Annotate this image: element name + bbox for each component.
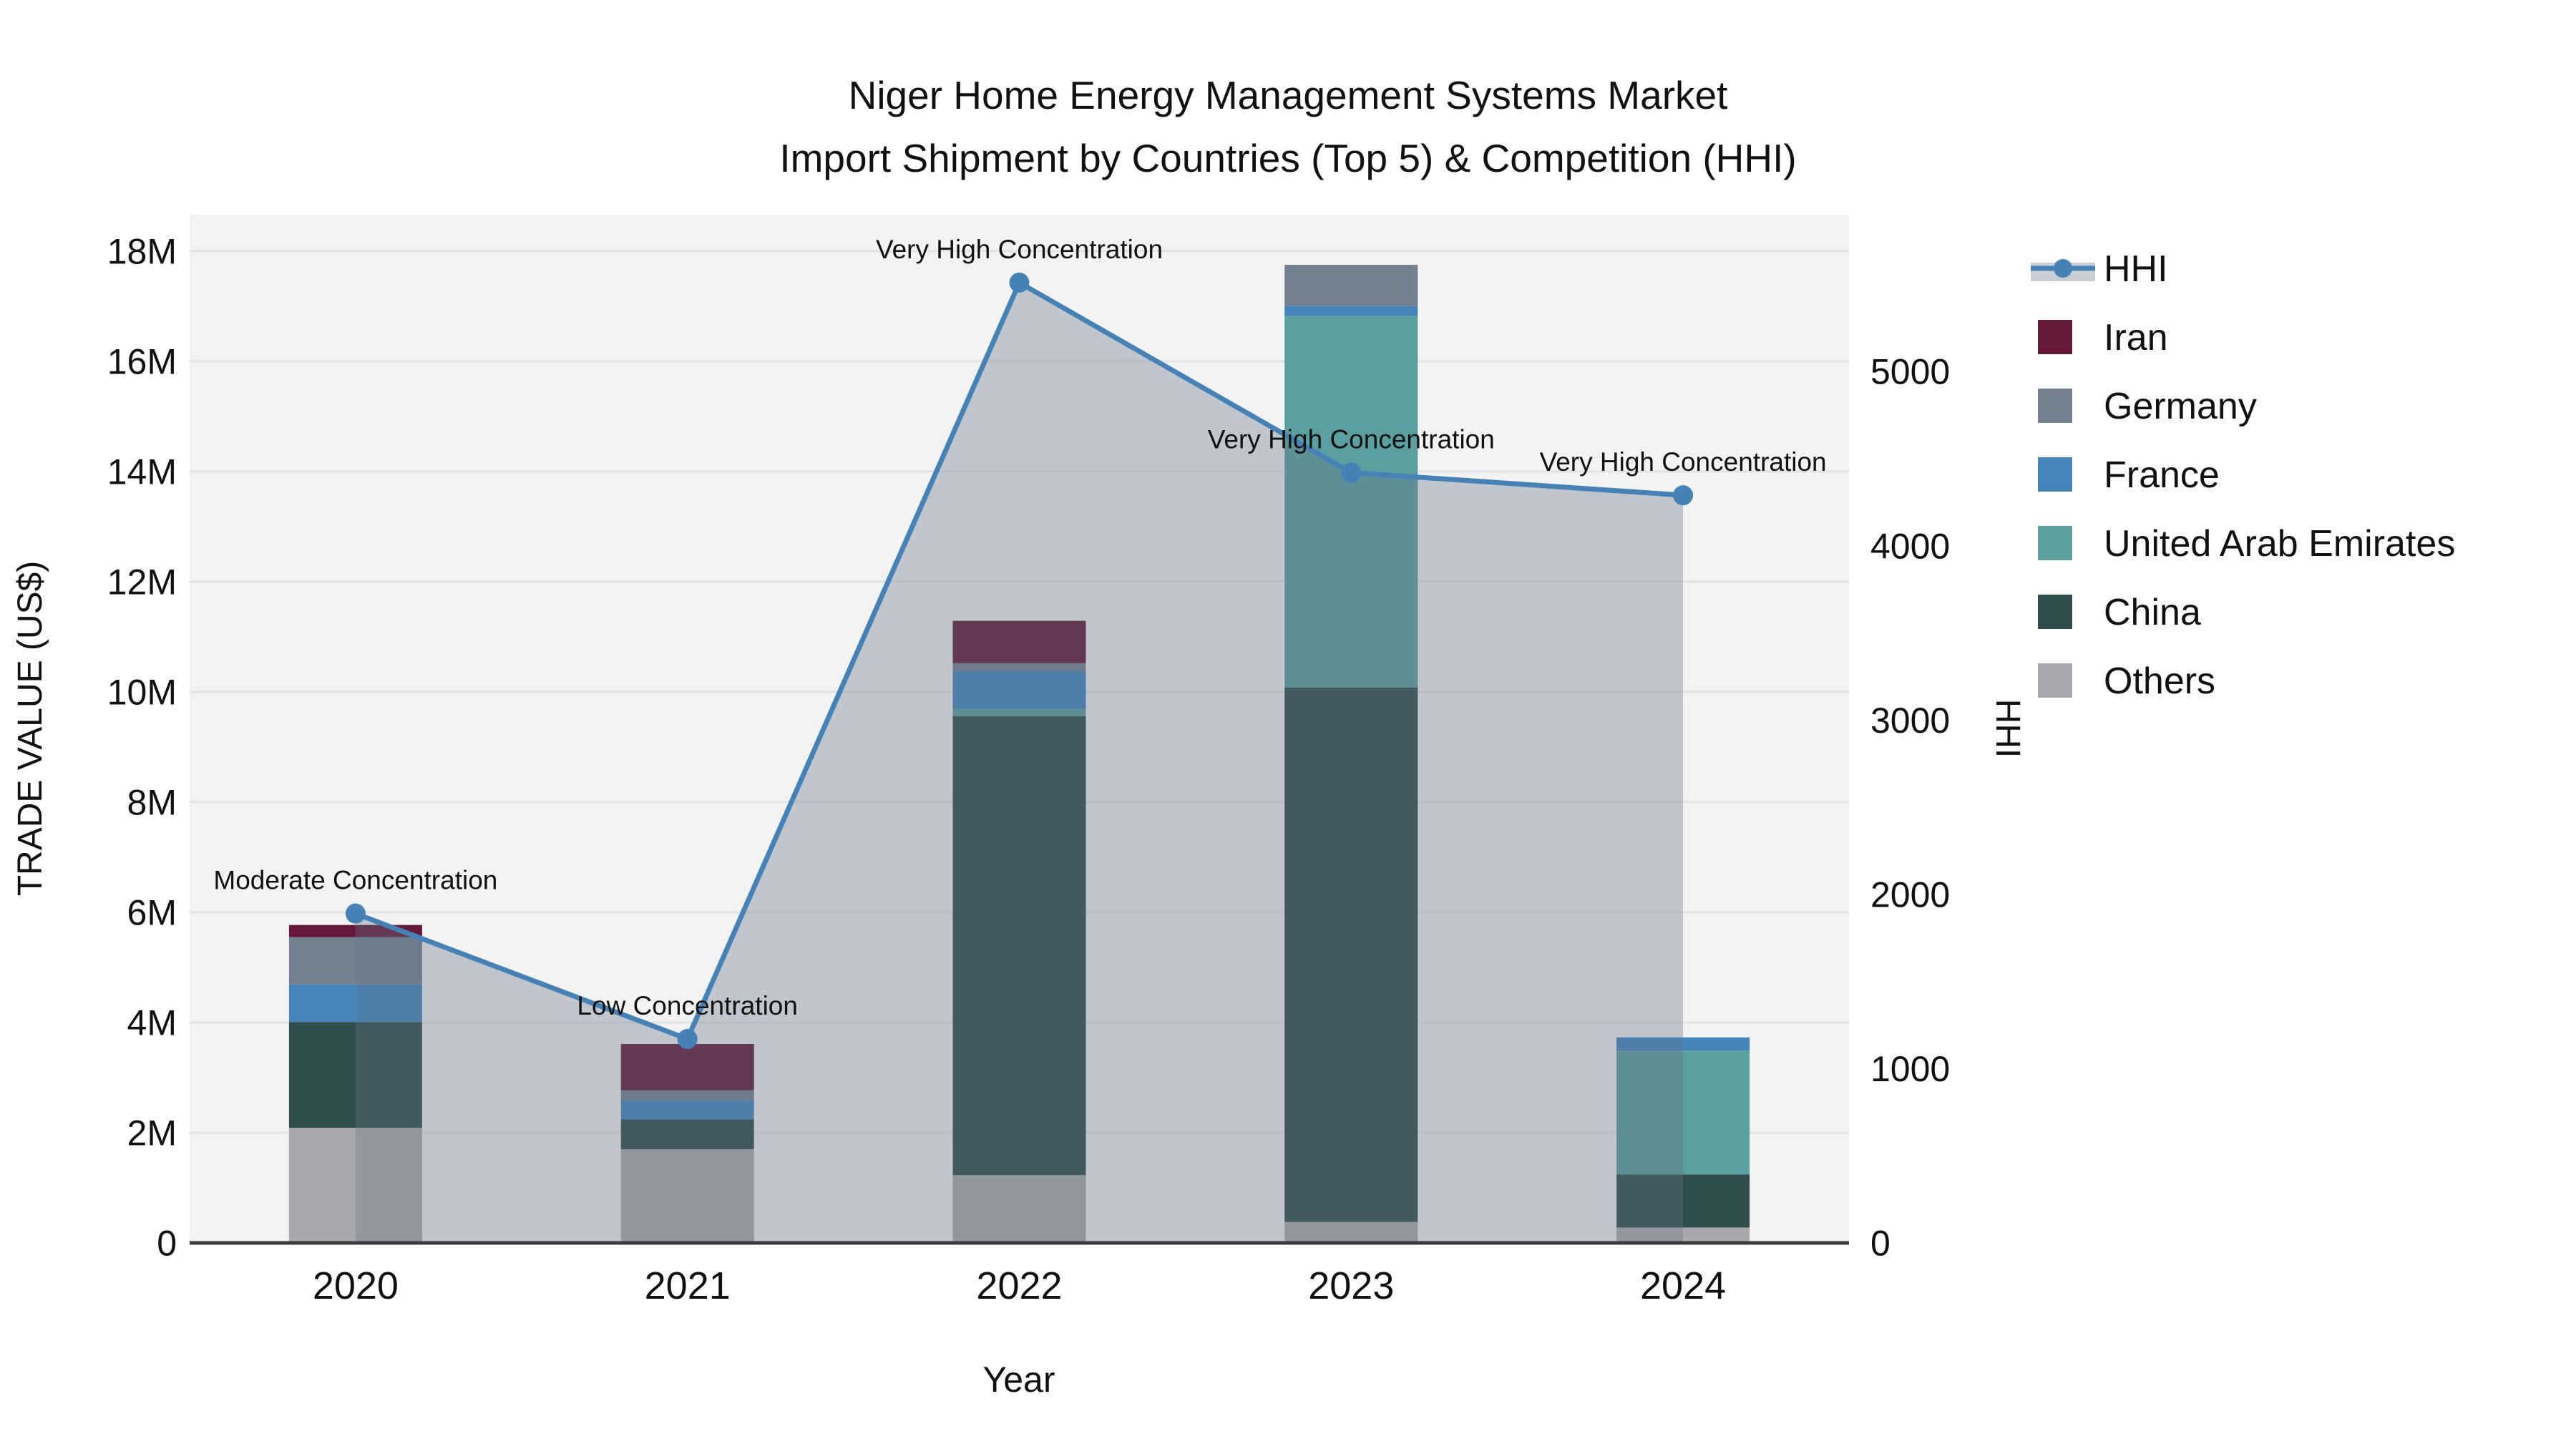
legend-color-swatch xyxy=(2038,389,2072,423)
y-tick-label: 12M xyxy=(107,562,177,602)
legend-label: France xyxy=(2104,454,2220,496)
x-axis-title: Year xyxy=(982,1360,1055,1400)
hhi-point-2024[interactable] xyxy=(1673,485,1694,506)
bar-segment-others-2022[interactable] xyxy=(952,1175,1086,1243)
legend-hhi-marker-icon xyxy=(2054,259,2072,278)
y2-tick-label: 2000 xyxy=(1870,874,1950,914)
y-tick-label: 0 xyxy=(157,1224,177,1264)
y-tick-label: 14M xyxy=(107,452,177,492)
legend-item-germany[interactable]: Germany xyxy=(2038,386,2257,427)
stacked-bars xyxy=(288,265,1750,1243)
legend-item-united-arab-emirates[interactable]: United Arab Emirates xyxy=(2038,523,2455,565)
annotation-2022: Very High Concentration xyxy=(876,235,1163,264)
hhi-point-2022[interactable] xyxy=(1009,272,1030,293)
y2-tick-label: 1000 xyxy=(1870,1049,1950,1089)
y2-axis-title: HHI xyxy=(1989,699,2026,758)
bar-segment-others-2023[interactable] xyxy=(1284,1221,1418,1243)
legend-color-swatch xyxy=(2038,595,2072,629)
bar-segment-united-arab-emirates-2022[interactable] xyxy=(952,708,1086,716)
legend-color-swatch xyxy=(2038,663,2072,698)
annotation-2021: Low Concentration xyxy=(577,991,798,1020)
legend-item-france[interactable]: France xyxy=(2038,454,2220,496)
y-axis-title: TRADE VALUE (US$) xyxy=(11,561,49,897)
x-tick-label: 2023 xyxy=(1308,1264,1394,1307)
y2-axis-tick-labels: 0 1000 2000 3000 4000 5000 xyxy=(1870,352,1950,1264)
legend-label: China xyxy=(2104,592,2201,633)
bar-segment-germany-2023[interactable] xyxy=(1284,265,1418,306)
y-tick-label: 16M xyxy=(107,341,177,381)
annotations: Moderate Concentration Low Concentration V… xyxy=(213,235,1826,1020)
annotation-2020: Moderate Concentration xyxy=(213,866,497,895)
hhi-point-2021[interactable] xyxy=(677,1029,698,1050)
legend-item-hhi[interactable]: HHI xyxy=(2031,248,2168,290)
hhi-point-2023[interactable] xyxy=(1341,462,1362,483)
legend-label: Germany xyxy=(2104,386,2257,427)
bar-segment-united-arab-emirates-2024[interactable] xyxy=(1616,1050,1750,1175)
legend-item-china[interactable]: China xyxy=(2038,592,2201,633)
y-tick-label: 4M xyxy=(127,1002,177,1043)
y2-tick-label: 3000 xyxy=(1870,701,1950,741)
legend-item-others[interactable]: Others xyxy=(2038,660,2215,702)
bar-segment-germany-2021[interactable] xyxy=(620,1090,754,1101)
legend-item-iran[interactable]: Iran xyxy=(2038,317,2168,358)
legend-color-swatch xyxy=(2038,457,2072,492)
bar-segment-france-2024[interactable] xyxy=(1616,1037,1750,1051)
bar-segment-france-2022[interactable] xyxy=(952,670,1086,709)
y-tick-label: 2M xyxy=(127,1113,177,1153)
x-tick-label: 2024 xyxy=(1640,1264,1726,1307)
x-tick-label: 2021 xyxy=(645,1264,731,1307)
hhi-markers xyxy=(345,272,1694,1050)
x-tick-label: 2020 xyxy=(313,1264,399,1307)
legend-label: United Arab Emirates xyxy=(2104,523,2455,565)
bar-segment-france-2020[interactable] xyxy=(288,984,422,1023)
legend-color-swatch xyxy=(2038,526,2072,560)
bar-segment-china-2022[interactable] xyxy=(952,716,1086,1176)
annotation-2023: Very High Concentration xyxy=(1208,424,1495,454)
chart-title-line2: Import Shipment by Countries (Top 5) & C… xyxy=(779,136,1796,180)
legend: HHI Iran Germany France United Arab Emirates… xyxy=(2031,248,2455,702)
y-axis-tick-labels: 0 2M 4M 6M 8M 10M 12M 14M 16M 18M xyxy=(107,231,177,1263)
bar-segment-germany-2022[interactable] xyxy=(952,663,1086,671)
chart-title-line1: Niger Home Energy Management Systems Mar… xyxy=(849,73,1728,117)
bar-segment-china-2021[interactable] xyxy=(620,1119,754,1150)
bar-segment-china-2023[interactable] xyxy=(1284,687,1418,1222)
bar-segment-iran-2022[interactable] xyxy=(952,620,1086,663)
bar-segment-germany-2020[interactable] xyxy=(288,937,422,985)
bar-segment-others-2024[interactable] xyxy=(1616,1227,1750,1243)
bar-segment-france-2021[interactable] xyxy=(620,1100,754,1120)
y2-tick-label: 0 xyxy=(1870,1224,1890,1264)
legend-label: Others xyxy=(2104,660,2215,702)
bar-segment-france-2023[interactable] xyxy=(1284,306,1418,316)
legend-label: Iran xyxy=(2104,317,2168,358)
bar-segment-others-2021[interactable] xyxy=(620,1149,754,1243)
y-tick-label: 8M xyxy=(127,782,177,822)
hhi-point-2020[interactable] xyxy=(345,903,366,924)
legend-label: HHI xyxy=(2104,248,2168,290)
hhi-area-fill xyxy=(355,282,1684,1243)
bar-segment-china-2024[interactable] xyxy=(1616,1174,1750,1228)
y-tick-label: 10M xyxy=(107,672,177,712)
bar-segment-iran-2021[interactable] xyxy=(620,1043,754,1091)
y-tick-label: 18M xyxy=(107,231,177,271)
y-tick-label: 6M xyxy=(127,892,177,932)
bar-segment-united-arab-emirates-2023[interactable] xyxy=(1284,316,1418,688)
annotation-2024: Very High Concentration xyxy=(1540,447,1827,477)
legend-color-swatch xyxy=(2038,320,2072,354)
x-tick-label: 2022 xyxy=(976,1264,1062,1307)
y2-tick-label: 5000 xyxy=(1870,352,1950,392)
x-axis-tick-labels: 2020 2021 2022 2023 2024 xyxy=(313,1264,1726,1307)
y2-tick-label: 4000 xyxy=(1870,526,1950,566)
bar-segment-others-2020[interactable] xyxy=(288,1128,422,1243)
bar-segment-china-2020[interactable] xyxy=(288,1022,422,1128)
